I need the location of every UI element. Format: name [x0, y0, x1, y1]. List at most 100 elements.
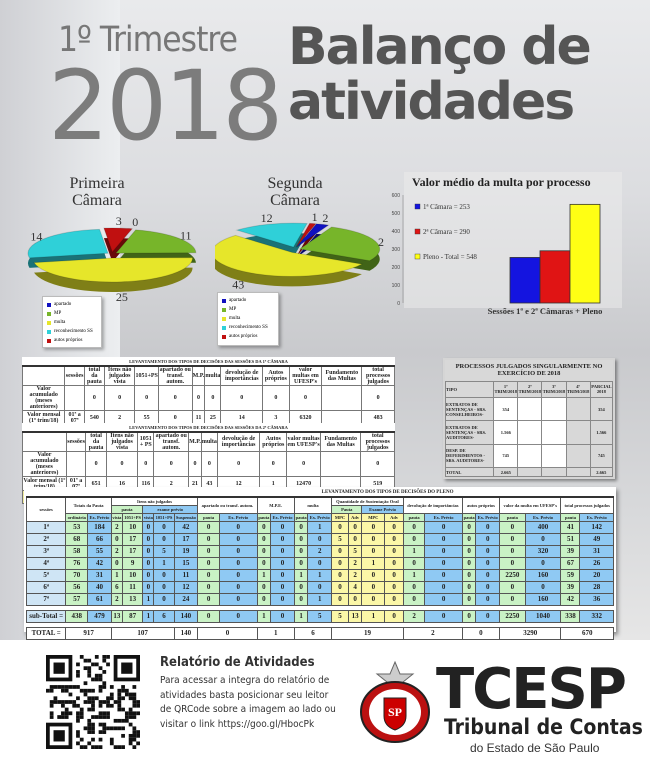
- table-cell: 70: [65, 568, 89, 582]
- table-cell: 5: [153, 544, 175, 558]
- table-cell: 0: [499, 544, 526, 558]
- qr-code[interactable]: [46, 655, 140, 749]
- table-cell: [21, 365, 66, 386]
- sao-paulo-seal-logo: SP: [360, 660, 430, 743]
- table-cell: pauta: [293, 512, 309, 522]
- table-cell: 0: [331, 544, 349, 558]
- table-cell: 142: [579, 520, 614, 534]
- table-cell: 11: [122, 580, 144, 594]
- table-cell: Ex. Prévio: [218, 512, 258, 522]
- table-cell: [64, 385, 85, 411]
- table-cell: Ex. Prévio: [87, 512, 112, 522]
- table-cell: 0: [270, 532, 295, 546]
- table-cell: exame prévio: [142, 504, 199, 514]
- table-row: PROCESSOS JULGADOS SINGULARMENTE NO EXER…: [446, 360, 613, 381]
- legend-item: MP: [47, 309, 97, 318]
- table-cell: 0: [402, 556, 426, 570]
- table-cell: [565, 443, 591, 469]
- table-cell: Valor acumulado (meses anteriores): [22, 451, 67, 477]
- table-cell: 140: [173, 626, 199, 640]
- table-cell: 0: [499, 592, 526, 606]
- table-cell: 0: [157, 385, 193, 411]
- table-cell: 1: [402, 568, 426, 582]
- legend-swatch: [47, 338, 51, 343]
- legend-swatch: [222, 325, 226, 330]
- table-row: LEVANTAMENTO DOS TIPOS DE DECISÕES DO PL…: [26, 489, 614, 498]
- pie-slice-mp: [114, 229, 197, 254]
- pie-slice-reconhecimento-ss: [27, 228, 109, 259]
- table-cell: 5: [347, 544, 363, 558]
- table-cell: 41: [560, 520, 581, 534]
- table-cell: 0: [475, 568, 501, 582]
- table-cell: 2: [307, 544, 333, 558]
- table-cell: EXTRATOS DE SENTENÇAS - SRS. CONSELHEIRO…: [444, 396, 495, 422]
- table-cell: 107: [110, 626, 175, 640]
- table-cell: 479: [87, 609, 112, 623]
- legend-label: MP: [54, 311, 62, 316]
- table-cell: 0: [499, 580, 526, 594]
- table-cell: 917: [65, 626, 112, 640]
- table-cell: 0: [262, 385, 290, 411]
- table-cell: Adv: [384, 512, 404, 522]
- table-cell: 0: [360, 451, 395, 477]
- table-cell: 0: [384, 556, 404, 570]
- table-row: TOTAL 2.665 2.665: [444, 467, 614, 477]
- table-row: sessões Totais da Pauta Itens não julgados…: [25, 496, 614, 522]
- table-cell: 0: [85, 451, 107, 477]
- table-cell: 0: [293, 544, 309, 558]
- table-cell: 49: [579, 532, 614, 546]
- table-cell: 0: [384, 609, 404, 623]
- table-cell: 0: [384, 520, 404, 534]
- table-cell: LEVANTAMENTO DOS TIPOS DE DECISÕES DAS S…: [22, 357, 395, 367]
- table-cell: valor da multa em UFESP's: [499, 496, 562, 514]
- table-cell: 0: [347, 520, 363, 534]
- table-cell: total processos julgados: [361, 365, 395, 386]
- table-cell: 0: [197, 580, 220, 594]
- table-cell: 1: [142, 592, 155, 606]
- table-cell: 400: [524, 520, 562, 534]
- table-row: ordinária Ex. Prévio vista 1051+PS vista 1051…: [27, 512, 614, 522]
- table-cell: 0: [270, 556, 295, 570]
- table-cell: 184: [87, 520, 112, 534]
- table-cell: MPC: [361, 512, 386, 522]
- table-cell: LEVANTAMENTO DOS TIPOS DE DECISÕES DAS S…: [22, 423, 395, 433]
- table-cell: 0: [461, 626, 501, 640]
- table-cell: 0: [361, 520, 386, 534]
- table-cell: Exame Prévio: [361, 504, 404, 514]
- table-cell: 0: [461, 532, 477, 546]
- table-cell: 1: [153, 556, 175, 570]
- table-cell: 0: [220, 385, 264, 411]
- table-cell: 0: [347, 592, 363, 606]
- brand-logo-text: TCESP: [436, 657, 627, 722]
- table-cell: 0: [331, 556, 349, 570]
- table-cell: 12: [173, 580, 199, 594]
- table-cell: 13: [110, 609, 124, 623]
- table-cell: 2.665: [589, 467, 614, 477]
- pie-data-label: 43: [232, 277, 244, 291]
- table-cell: 11: [173, 568, 199, 582]
- table-cell: 7ª: [25, 592, 67, 606]
- bar-chart-title: Valor médio da multa por processo: [412, 175, 591, 189]
- table-cell: sessões: [25, 496, 67, 522]
- table-cell: LEVANTAMENTO DOS TIPOS DE DECISÕES DO PL…: [26, 489, 614, 498]
- table-cell: 0: [461, 609, 477, 623]
- table-cell: 0: [402, 532, 426, 546]
- table-cell: 2250: [499, 568, 526, 582]
- table-cell: 2: [347, 568, 363, 582]
- table-row: sessões total da pauta Itens não julgados …: [21, 365, 395, 386]
- table-cell: 0: [307, 532, 333, 546]
- table-cell: 0: [270, 568, 295, 582]
- table-cell: Fundamento das Multas: [321, 365, 363, 386]
- table-cell: 0: [153, 532, 175, 546]
- table-cell: sub-Total =: [25, 609, 67, 623]
- table-cell: sessões: [64, 365, 85, 386]
- table-cell: 67: [560, 556, 581, 570]
- table-cell: 6: [293, 626, 333, 640]
- table-cell: pauta: [110, 504, 144, 514]
- table-cell: 0: [270, 520, 295, 534]
- table-cell: PARCIAL 2018: [589, 380, 614, 398]
- table-cell: 160: [524, 568, 562, 582]
- table-cell: 0: [384, 580, 404, 594]
- table-cell: 0: [424, 580, 463, 594]
- table-row: Valor acumulado (meses anteriores) 0 0 0 0 0 0…: [22, 451, 395, 477]
